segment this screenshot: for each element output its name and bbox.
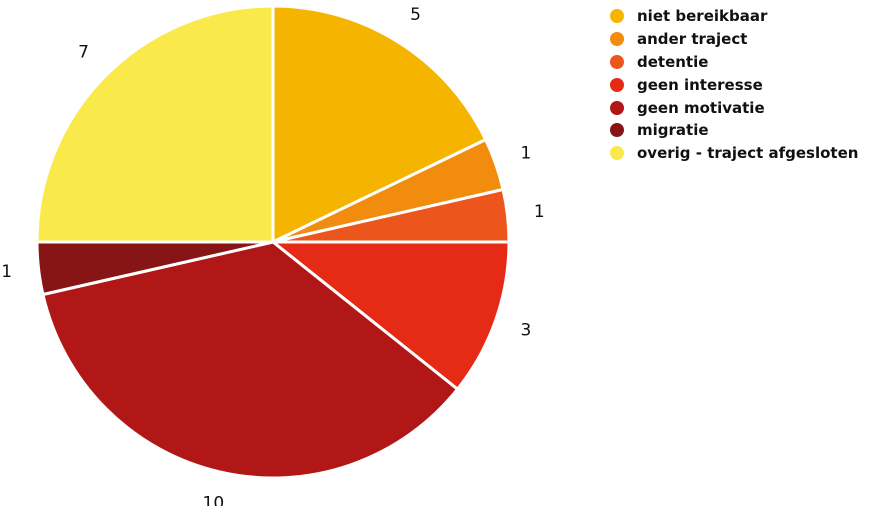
legend-item: geen motivatie: [610, 96, 858, 119]
pie-slice-1: [271, 4, 488, 244]
pie-slice-5: [41, 240, 460, 480]
legend-label: niet bereikbaar: [637, 7, 768, 26]
pie-slice-7: [35, 4, 275, 244]
legend-item: niet bereikbaar: [610, 5, 858, 28]
legend-swatch: [610, 77, 624, 92]
legend-item: migratie: [610, 119, 858, 142]
data-label-7: 7: [78, 43, 89, 63]
legend-swatch: [610, 9, 624, 24]
legend: niet bereikbaar ander traject detentie geen…: [610, 5, 858, 165]
data-label-4: 3: [521, 321, 532, 341]
data-label-2: 1: [521, 143, 532, 163]
legend-label: overig - traject afgesloten: [637, 144, 859, 163]
legend-swatch: [610, 123, 624, 138]
legend-item: overig - traject afgesloten: [610, 142, 858, 165]
legend-item: detentie: [610, 51, 858, 74]
pie-slices: [35, 4, 511, 480]
legend-label: detentie: [637, 52, 709, 71]
legend-swatch: [610, 54, 624, 69]
legend-item: geen interesse: [610, 73, 858, 96]
data-label-6: 1: [1, 262, 12, 282]
data-label-5: 10: [203, 493, 225, 506]
data-label-1: 5: [410, 5, 421, 25]
legend-label: geen interesse: [637, 75, 763, 94]
legend-swatch: [610, 146, 624, 161]
legend-swatch: [610, 100, 624, 115]
pie-slice-4: [271, 240, 511, 391]
legend-item: ander traject: [610, 28, 858, 51]
legend-label: geen motivatie: [637, 98, 765, 117]
legend-label: ander traject: [637, 30, 748, 49]
legend-label: migratie: [637, 121, 709, 140]
data-label-3: 1: [534, 202, 545, 222]
legend-swatch: [610, 32, 624, 47]
